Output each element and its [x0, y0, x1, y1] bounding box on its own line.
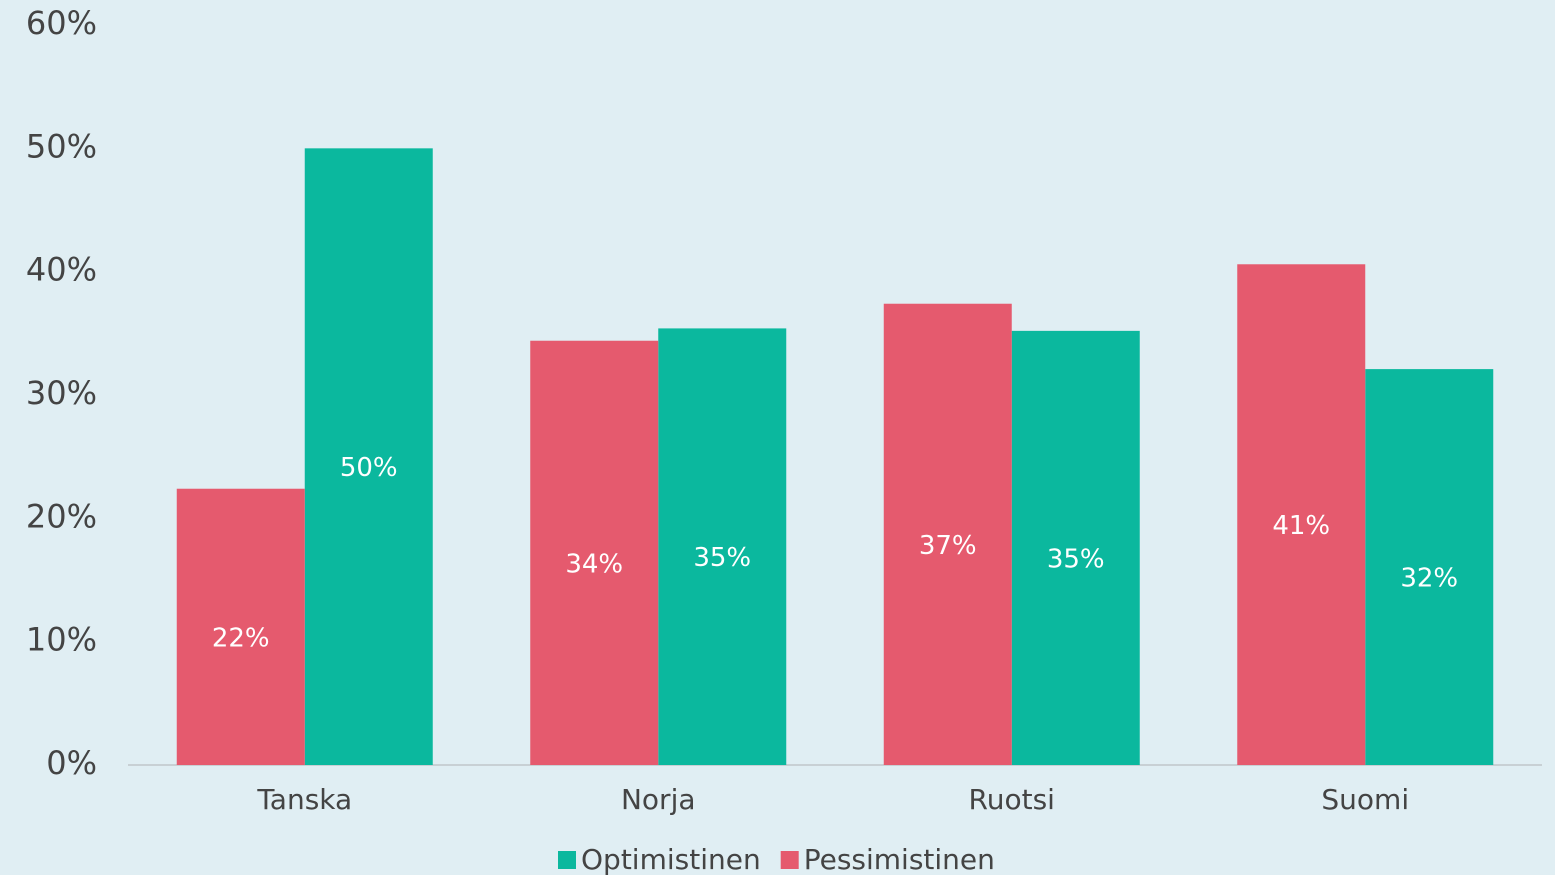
- data-label: 22%: [212, 623, 270, 653]
- bar: [1365, 369, 1494, 765]
- bar: [1011, 330, 1140, 765]
- x-tick-label: Tanska: [256, 783, 352, 816]
- y-tick-label: 60%: [26, 4, 97, 42]
- data-label: 35%: [693, 543, 751, 573]
- y-tick-label: 30%: [26, 374, 97, 412]
- y-tick-label: 40%: [26, 251, 97, 289]
- bar: [658, 328, 787, 765]
- legend-swatch: [558, 851, 576, 869]
- bar: [883, 303, 1012, 765]
- bar: [304, 148, 433, 766]
- data-label: 41%: [1272, 511, 1330, 541]
- bar: [1237, 264, 1366, 765]
- data-label: 37%: [919, 531, 977, 561]
- x-tick-label: Ruotsi: [969, 783, 1055, 816]
- y-tick-label: 50%: [26, 127, 97, 165]
- legend-swatch: [780, 851, 799, 869]
- y-tick-label: 10%: [26, 621, 97, 659]
- legend-label: Optimistinen: [581, 843, 761, 875]
- y-tick-label: 0%: [46, 744, 97, 782]
- x-tick-label: Norja: [621, 783, 696, 816]
- data-label: 35%: [1047, 544, 1105, 574]
- data-label: 50%: [340, 453, 398, 483]
- bar: [530, 340, 659, 765]
- data-label: 32%: [1400, 564, 1458, 594]
- bar: [176, 488, 305, 765]
- data-label: 34%: [565, 549, 623, 579]
- x-tick-label: Suomi: [1321, 783, 1409, 816]
- legend-label: Pessimistinen: [804, 843, 995, 875]
- y-tick-label: 20%: [26, 497, 97, 535]
